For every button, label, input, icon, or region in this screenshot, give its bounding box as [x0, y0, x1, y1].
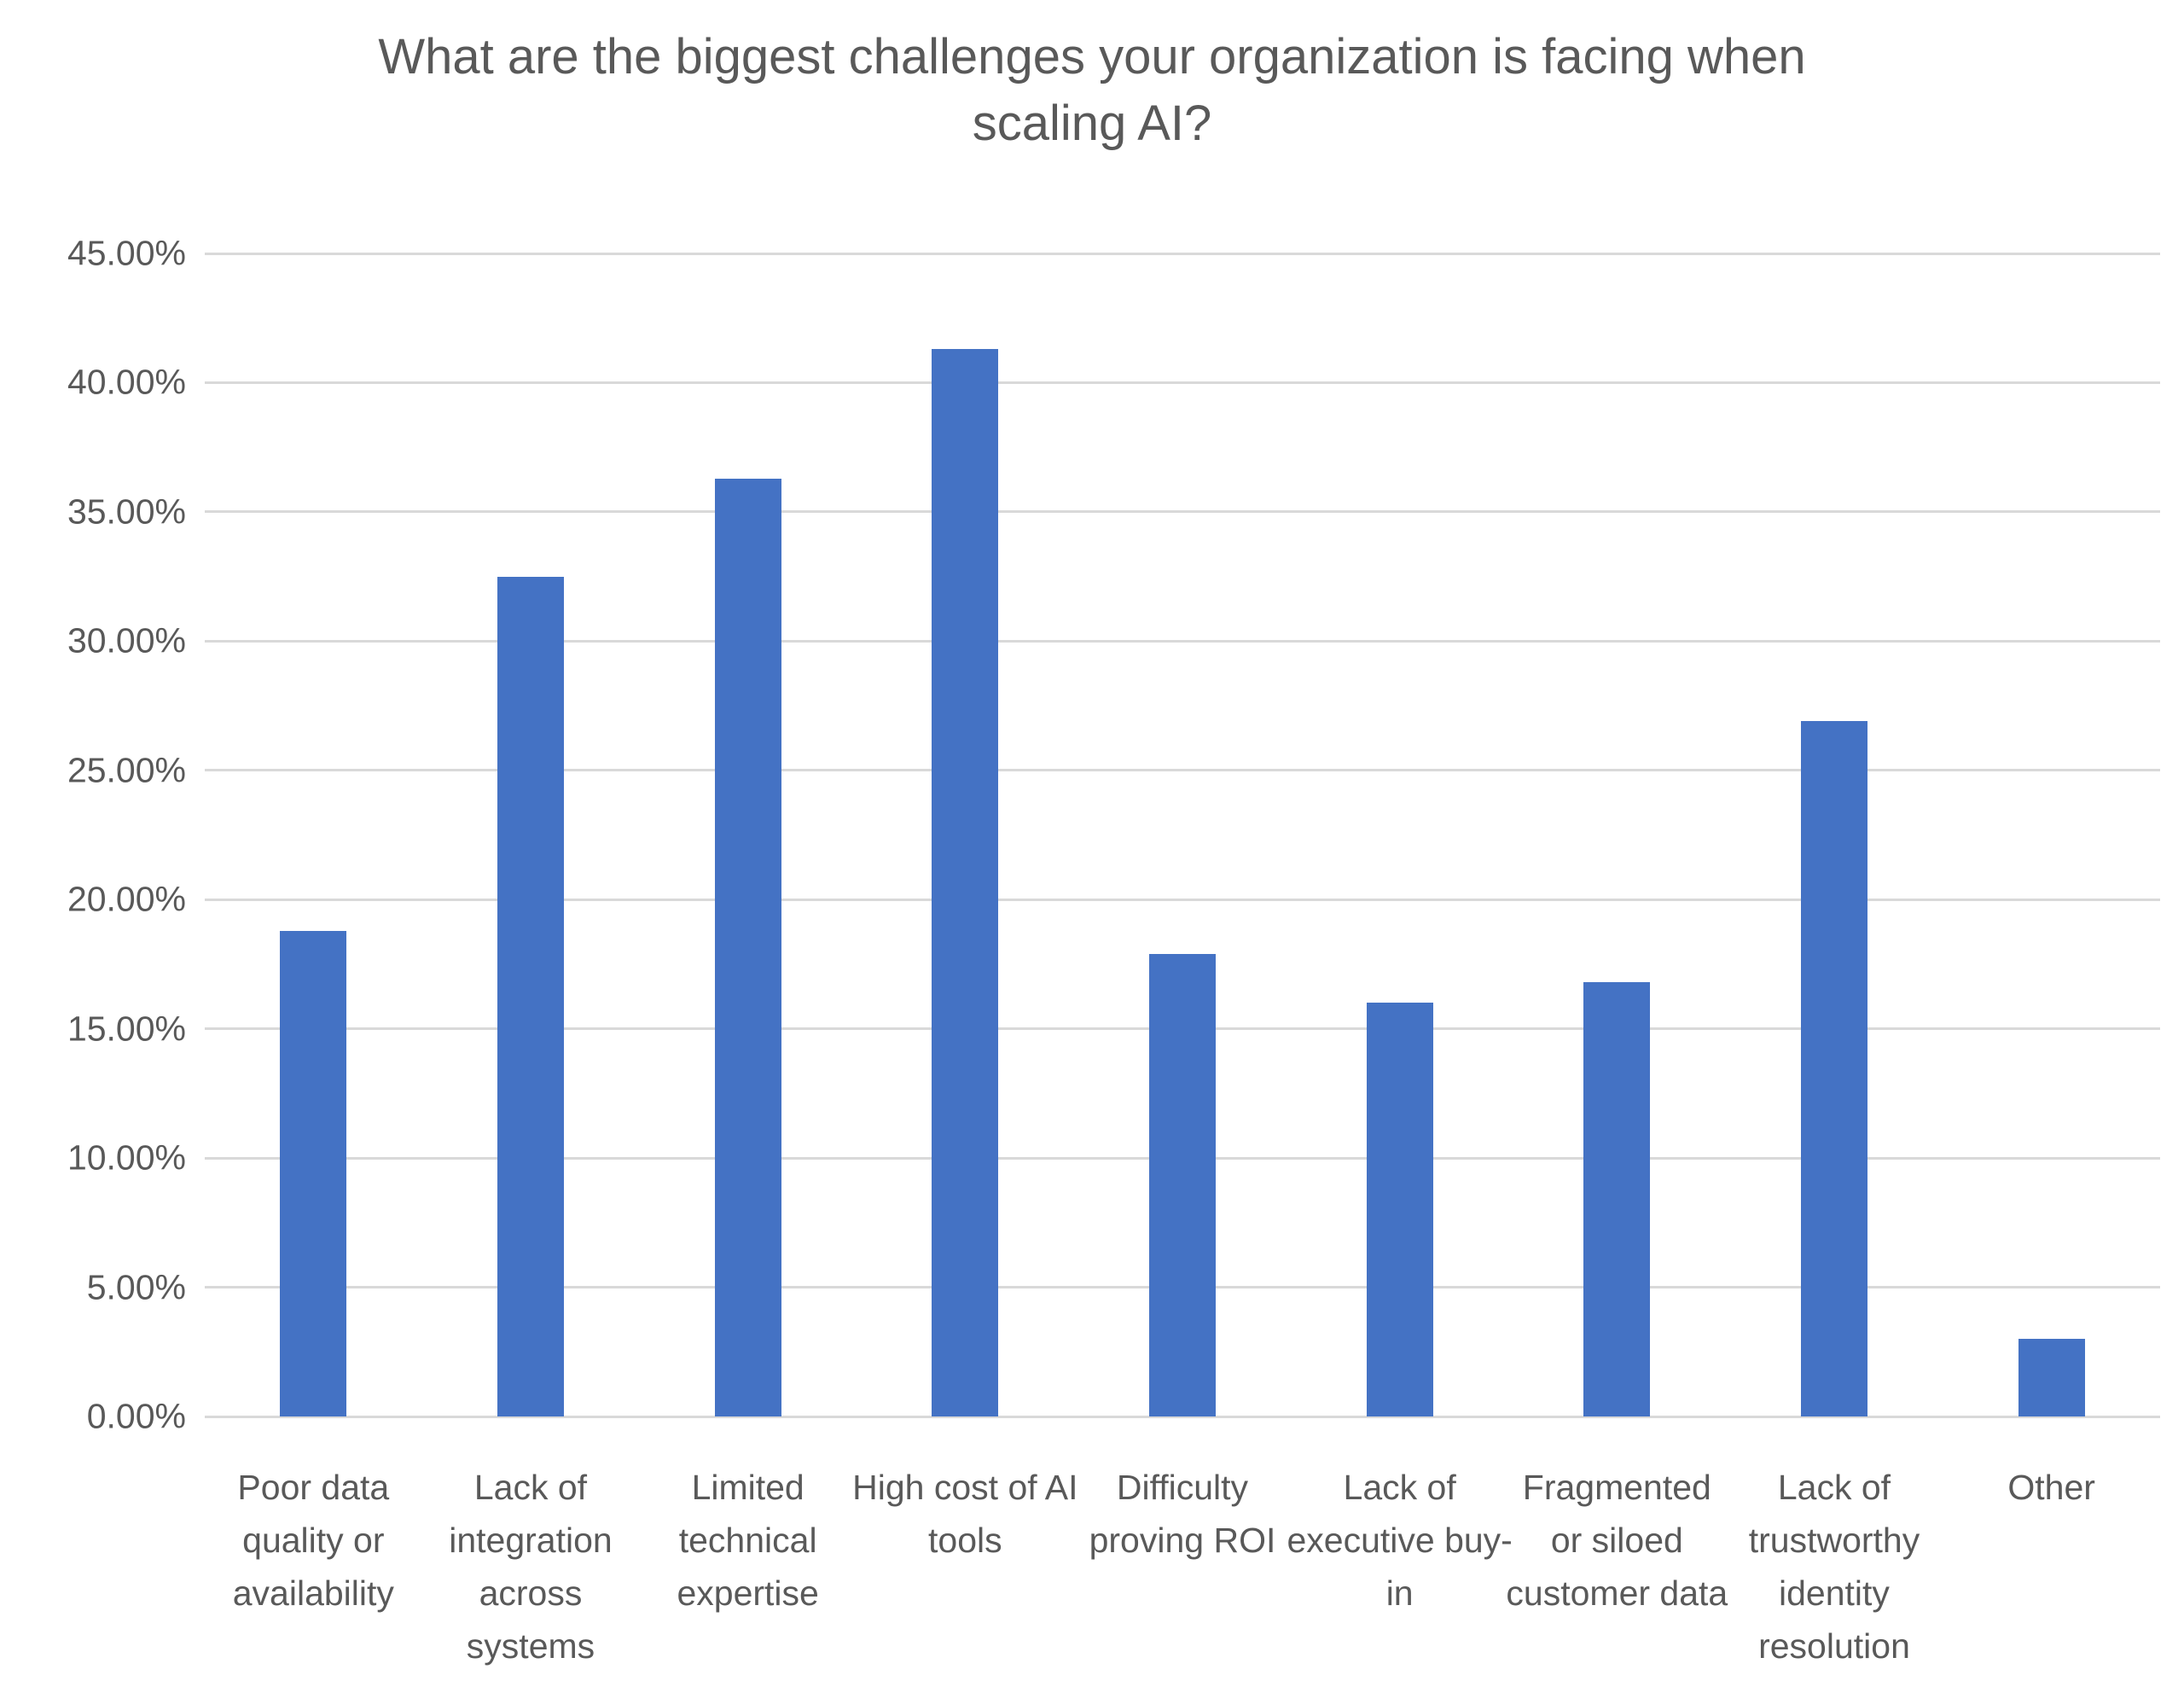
bar	[714, 478, 781, 1416]
bar	[1149, 953, 1216, 1416]
x-axis-category-label: Lack of executive buy-in	[1287, 1468, 1513, 1613]
x-axis-category-label: High cost of AI tools	[852, 1468, 1078, 1560]
gridline	[205, 898, 2160, 901]
bar	[1801, 721, 1867, 1416]
gridline	[205, 769, 2160, 772]
gridline	[205, 639, 2160, 643]
gridline	[205, 381, 2160, 384]
bar	[497, 576, 564, 1416]
bar	[2018, 1339, 2085, 1416]
y-axis-tick-label: 15.00%	[67, 1009, 186, 1049]
x-axis-category-label: Lack of integration across systems	[449, 1468, 613, 1666]
x-axis-category-label: Difficulty proving ROI	[1089, 1468, 1276, 1560]
chart-title: What are the biggest challenges your org…	[378, 29, 1806, 151]
gridline	[205, 510, 2160, 514]
y-axis-tick-label: 30.00%	[67, 620, 186, 660]
y-axis-tick-label: 40.00%	[67, 362, 186, 402]
x-axis-category-label: Lack of trustworthy identity resolution	[1748, 1468, 1920, 1666]
bar	[932, 349, 999, 1416]
gridline	[205, 252, 2160, 255]
x-axis-category-label: Other	[2007, 1468, 2095, 1507]
y-axis-tick-label: 0.00%	[86, 1396, 186, 1436]
gridline	[205, 1415, 2160, 1418]
y-axis-tick-label: 10.00%	[67, 1137, 186, 1178]
y-axis-tick-label: 20.00%	[67, 879, 186, 919]
y-axis-tick-label: 25.00%	[67, 750, 186, 790]
bar	[280, 930, 347, 1416]
bar	[1366, 1003, 1433, 1416]
y-axis-tick-label: 5.00%	[86, 1267, 186, 1307]
x-axis-category-label: Limited technical expertise	[677, 1468, 819, 1613]
x-axis-category-label: Poor data quality or availability	[232, 1468, 394, 1613]
x-axis-category-label: Fragmented or siloed customer data	[1506, 1468, 1728, 1613]
bar	[1583, 982, 1651, 1416]
y-axis-tick-label: 45.00%	[67, 233, 186, 273]
y-axis-tick-label: 35.00%	[67, 492, 186, 532]
